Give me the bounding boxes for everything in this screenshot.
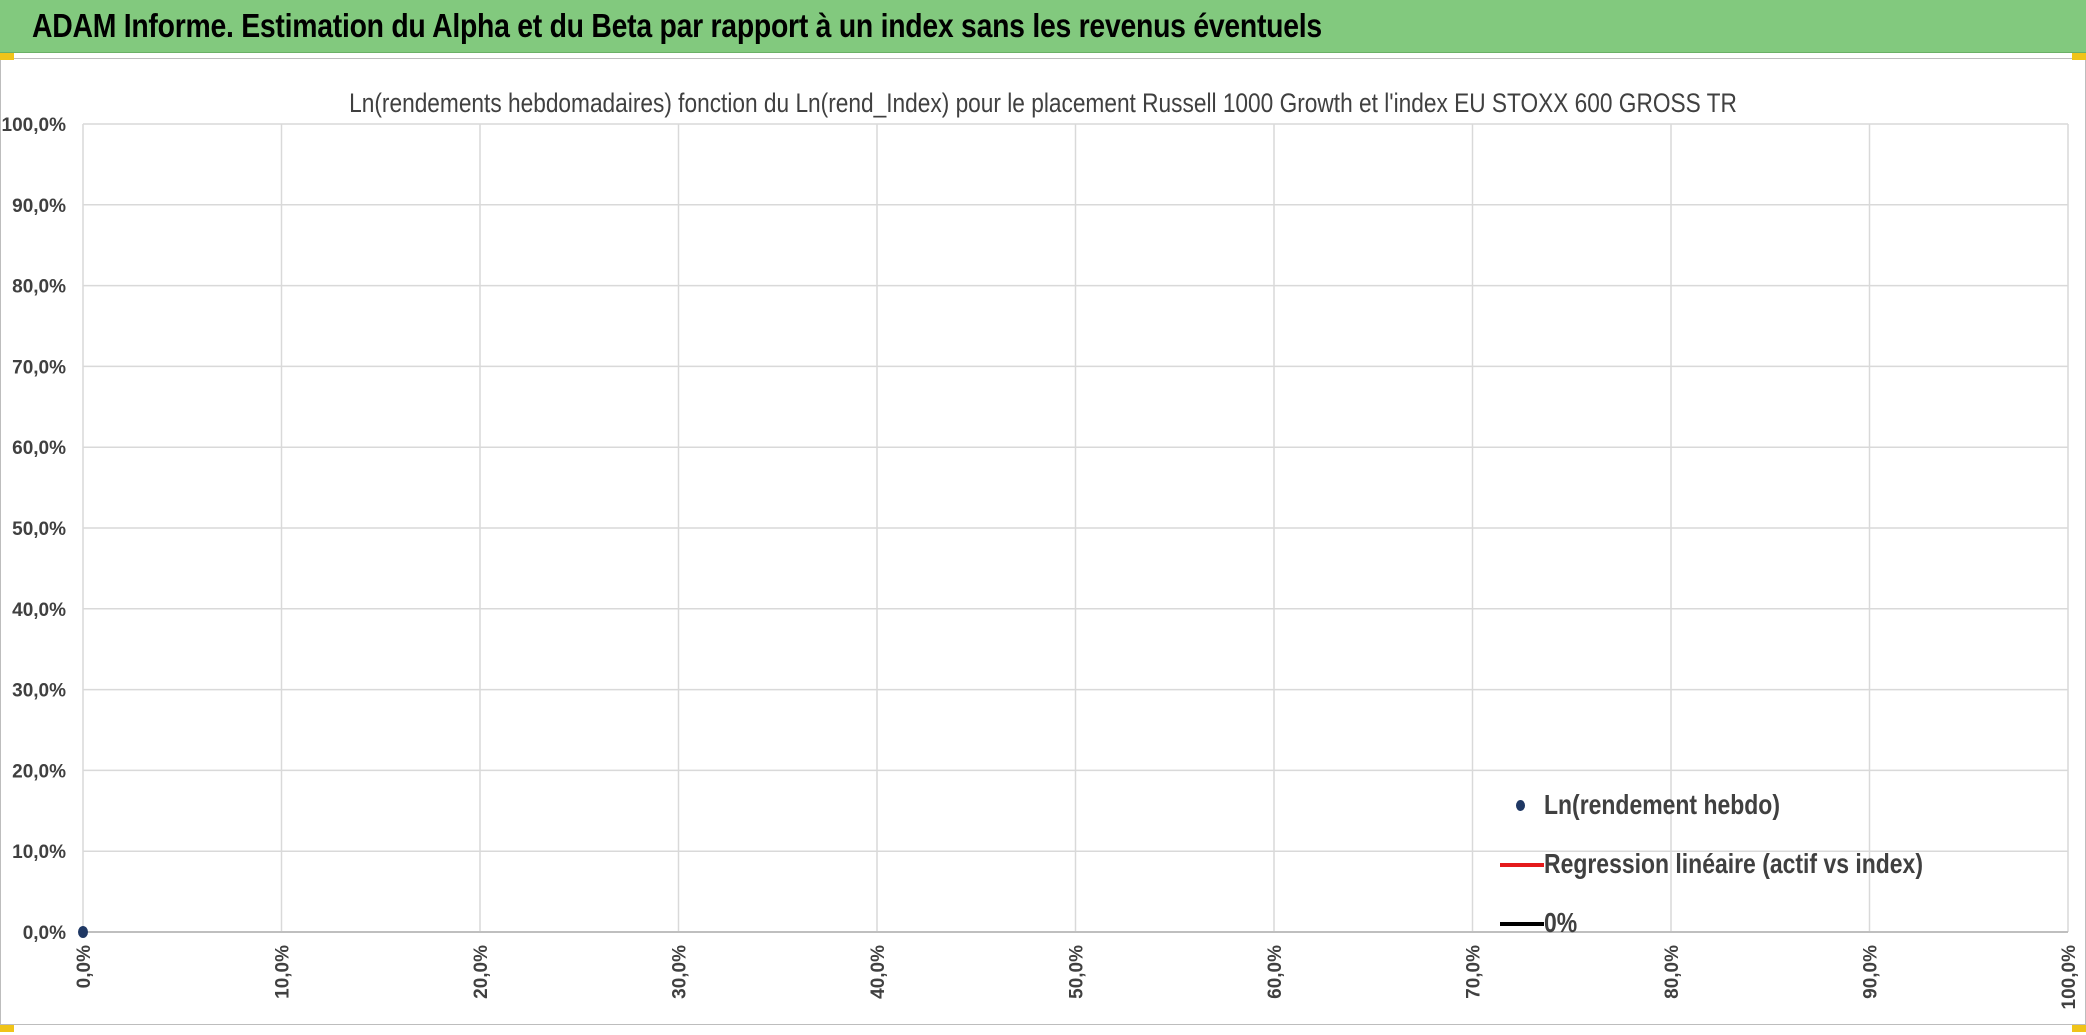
y-axis-ticks: 0,0% 10,0% 20,0% 30,0% 40,0% 50,0% 60,0% 70,0% 8… — [2, 115, 67, 944]
legend-label-regression: Regression linéaire (actif vs index) — [1544, 847, 1923, 879]
black-line-icon — [1496, 908, 1544, 938]
y-tick-label: 50,0% — [12, 519, 66, 540]
x-tick-label: 20,0% — [471, 945, 492, 999]
y-tick-label: 80,0% — [12, 277, 66, 298]
x-tick-label: 90,0% — [1861, 945, 1882, 999]
resize-handle-bottom-left[interactable] — [0, 1025, 14, 1032]
chart-title: Ln(rendements hebdomadaires) fonction du… — [349, 88, 1737, 118]
data-marks — [78, 926, 88, 938]
legend-label-points: Ln(rendement hebdo) — [1544, 788, 1780, 820]
x-tick-label: 80,0% — [1662, 945, 1683, 999]
x-tick-label: 50,0% — [1067, 945, 1088, 999]
x-tick-label: 40,0% — [868, 945, 889, 999]
red-line-icon — [1496, 849, 1544, 879]
x-tick-label: 0,0% — [74, 945, 95, 988]
data-point — [78, 926, 88, 938]
y-tick-label: 20,0% — [12, 761, 66, 782]
page-title: ADAM Informe. Estimation du Alpha et du … — [32, 7, 1322, 44]
y-tick-label: 40,0% — [12, 600, 66, 621]
point-marker-icon — [1496, 790, 1544, 820]
resize-handle-top-left[interactable] — [0, 53, 14, 60]
legend-label-zero: 0% — [1544, 906, 1578, 938]
y-tick-label: 90,0% — [12, 196, 66, 217]
legend-item-zero: 0% — [1496, 893, 1976, 952]
legend: Ln(rendement hebdo) Regression linéaire … — [1496, 775, 1976, 952]
legend-item-regression: Regression linéaire (actif vs index) — [1496, 834, 1976, 893]
gridlines — [82, 123, 2069, 933]
x-tick-label: 60,0% — [1265, 945, 1286, 999]
x-tick-label: 100,0% — [2059, 945, 2080, 1010]
x-tick-label: 70,0% — [1464, 945, 1485, 999]
y-tick-label: 70,0% — [12, 357, 66, 378]
resize-handle-bottom-right[interactable] — [2072, 1025, 2086, 1032]
y-tick-label: 30,0% — [12, 681, 66, 702]
x-tick-label: 30,0% — [670, 945, 691, 999]
y-tick-label: 100,0% — [2, 115, 67, 136]
x-axis-ticks: 0,0% 10,0% 20,0% 30,0% 40,0% 50,0% 60,0% 70,0% 8… — [74, 945, 2080, 1010]
legend-item-points: Ln(rendement hebdo) — [1496, 775, 1976, 834]
y-tick-label: 60,0% — [12, 438, 66, 459]
y-tick-label: 0,0% — [23, 923, 66, 944]
y-tick-label: 10,0% — [12, 842, 66, 863]
header-bar: ADAM Informe. Estimation du Alpha et du … — [0, 0, 2086, 53]
resize-handle-top-right[interactable] — [2072, 53, 2086, 60]
x-tick-label: 10,0% — [273, 945, 294, 999]
